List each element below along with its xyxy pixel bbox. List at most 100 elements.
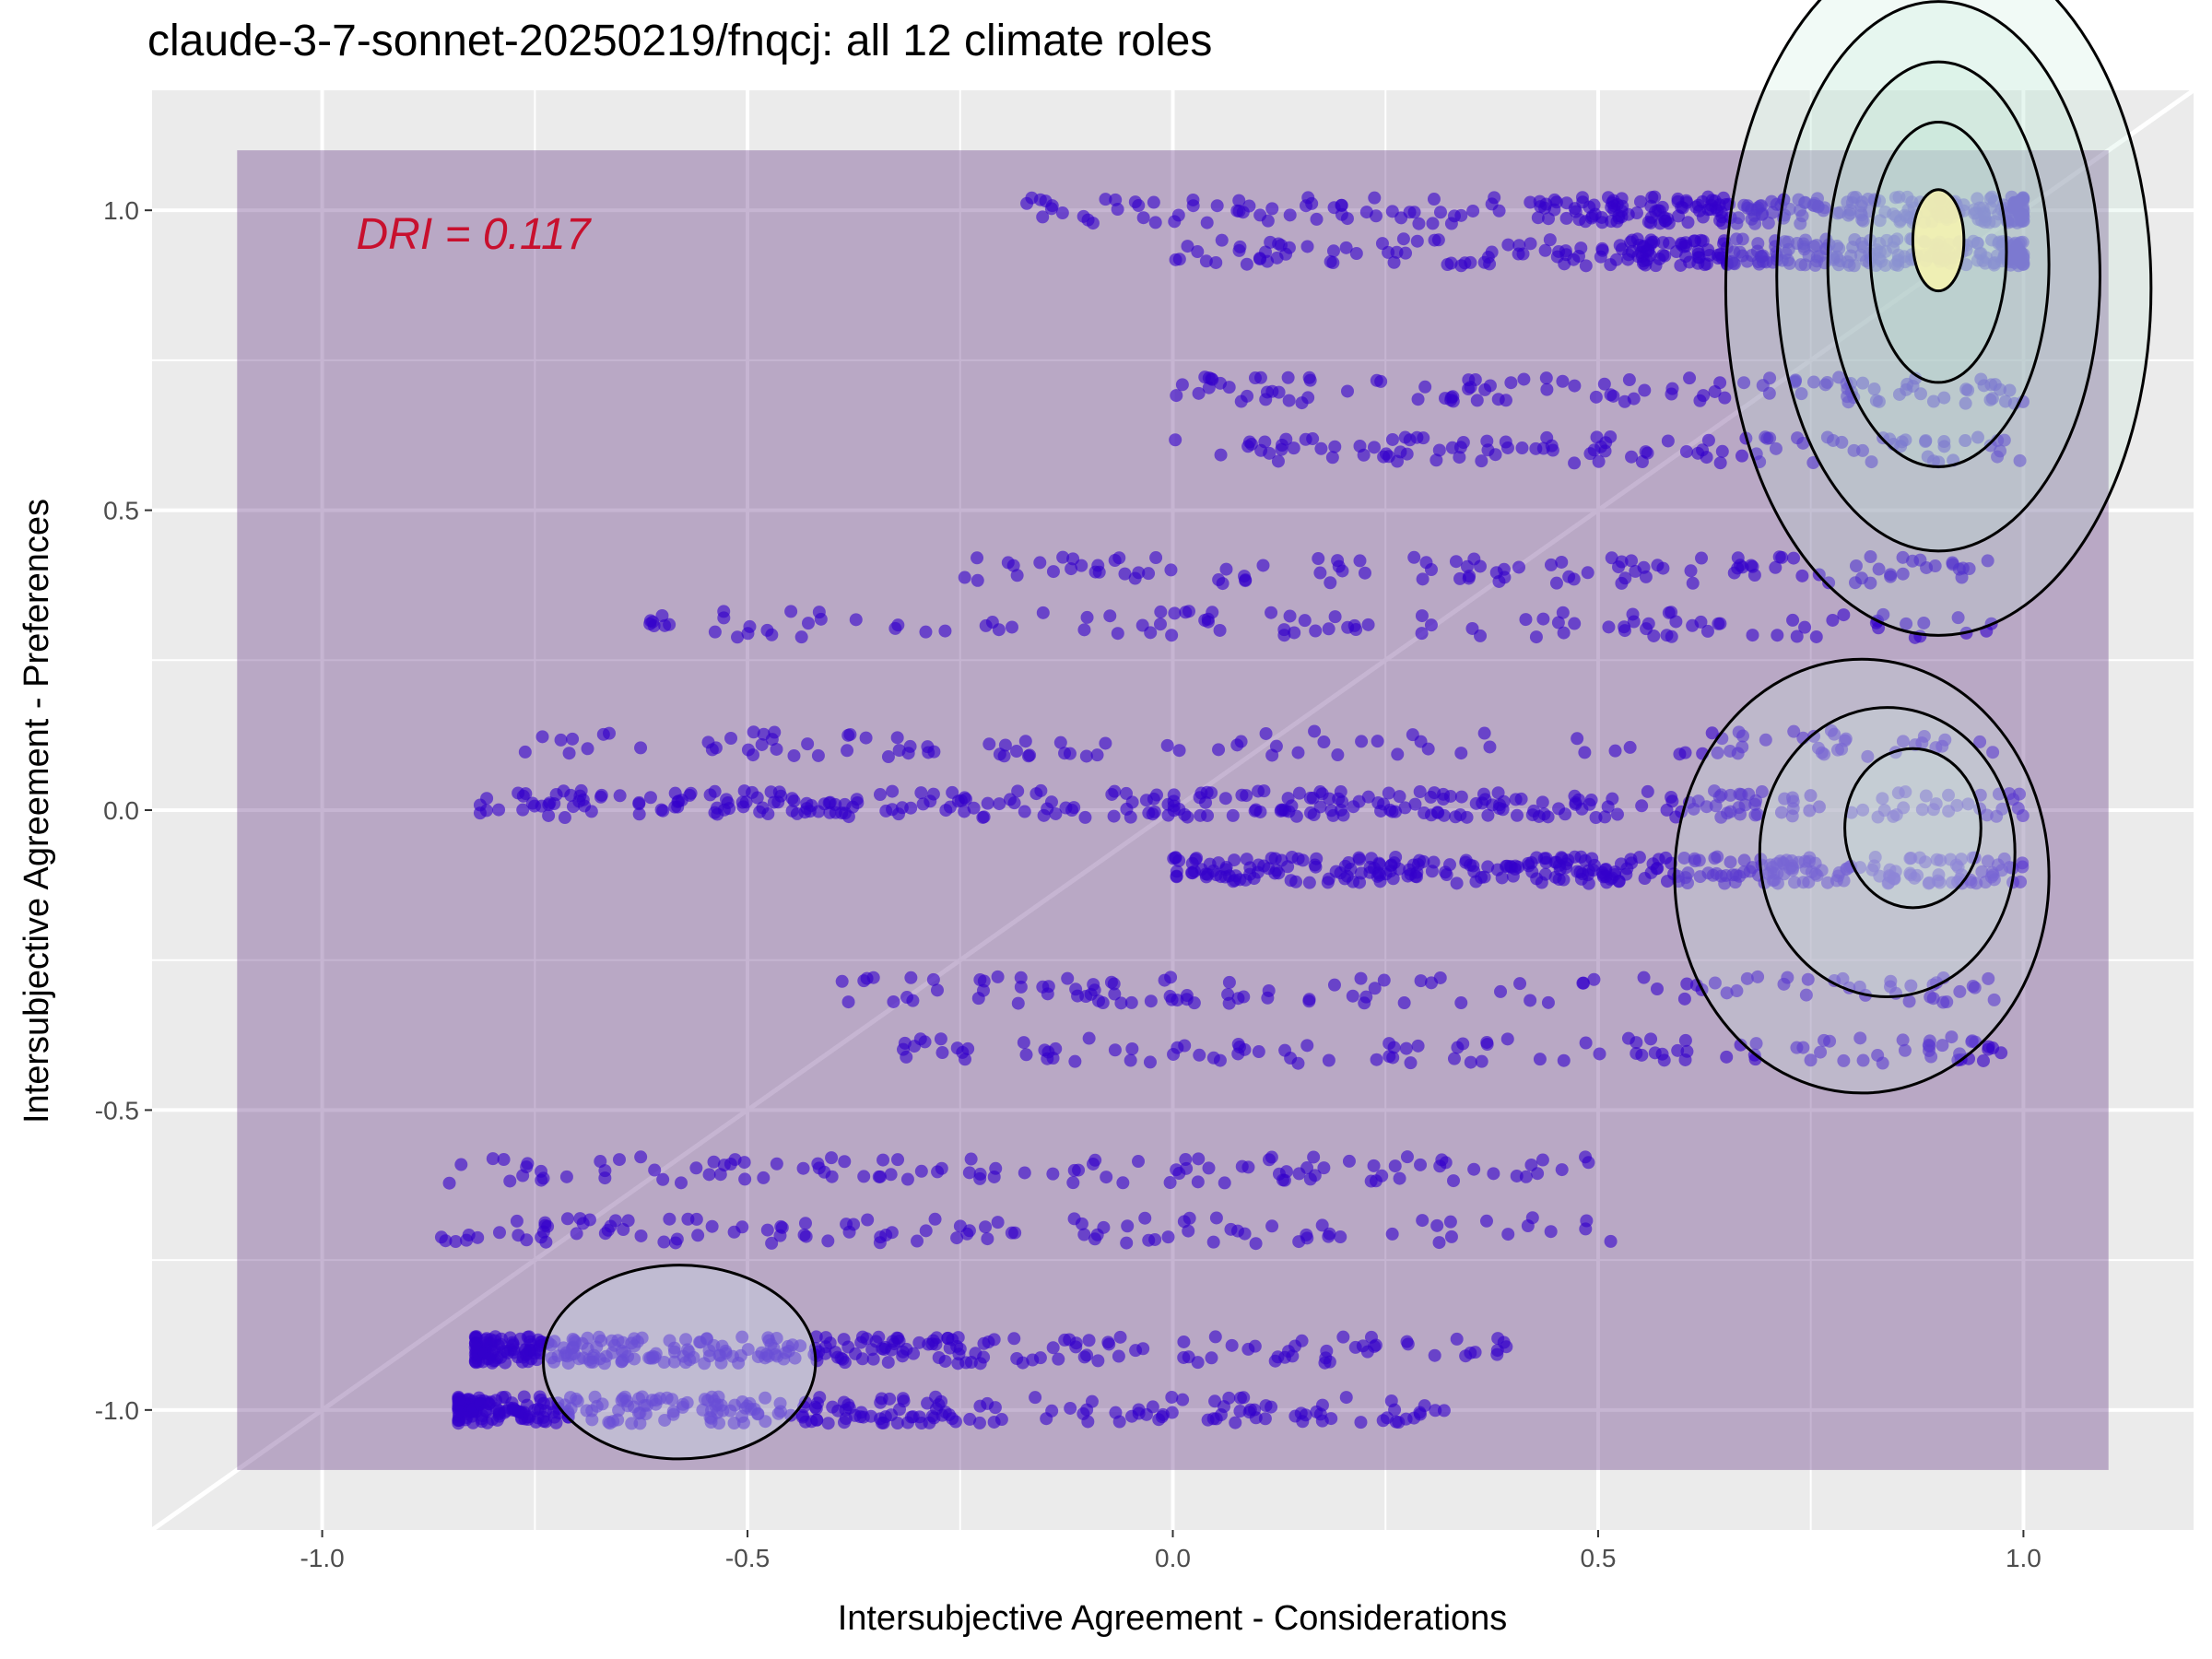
data-point [1108,1043,1122,1057]
data-point [1209,255,1223,269]
data-point [1285,850,1299,864]
data-point [1147,195,1160,209]
data-point [927,1411,941,1425]
data-point [1524,1158,1538,1171]
data-point [473,798,487,812]
data-point [1453,451,1466,465]
data-point [866,971,880,984]
data-point [886,784,900,798]
data-point [1014,971,1028,984]
data-point [1218,1176,1231,1190]
data-point [908,1040,922,1053]
data-point [558,811,571,825]
data-point [1100,1171,1113,1184]
data-point [737,1156,751,1170]
data-point [1788,374,1802,388]
data-point [1242,199,1256,213]
data-point [1170,389,1183,403]
data-point [1951,611,1965,625]
data-point [1167,799,1181,813]
data-point [1442,858,1456,872]
data-point [900,1050,913,1064]
data-point [1913,387,1927,401]
data-point [1425,865,1439,878]
data-point [1717,191,1731,205]
data-point [478,1403,492,1417]
data-point [1191,1356,1205,1370]
data-point [714,1398,728,1412]
data-point [1447,209,1461,223]
data-point [1746,629,1759,642]
data-point [1265,1219,1279,1233]
data-point [1368,191,1382,205]
data-point [1424,790,1438,804]
data-point [1555,1163,1569,1177]
data-point [1609,253,1623,266]
data-point [1547,203,1561,217]
data-point [1525,1211,1539,1225]
data-point [1823,1034,1837,1048]
data-point [1036,606,1050,619]
data-point [1049,1041,1063,1055]
data-point [875,1392,888,1406]
data-point [1630,1036,1643,1050]
data-point [1219,861,1233,875]
data-point [1388,1159,1402,1173]
data-point [1124,995,1138,1009]
data-point [1818,378,1832,392]
data-point [1235,788,1249,802]
data-point [767,1341,781,1355]
data-point [1809,629,1823,643]
data-point [1981,554,1994,568]
data-point [811,1157,825,1171]
data-point [973,1171,987,1185]
data-point [1163,1176,1177,1190]
data-point [991,970,1005,983]
data-point [1346,989,1359,1003]
data-point [1638,383,1652,397]
data-point [890,731,904,745]
data-point [1770,857,1783,871]
data-point [1806,240,1820,253]
data-point [1896,735,1910,748]
data-point [1610,807,1624,821]
data-point [1917,616,1931,629]
data-point [1036,210,1050,224]
x-tick-label: -1.0 [300,1544,344,1572]
data-point [1837,1053,1851,1067]
data-point [1557,873,1571,887]
data-point [1148,1232,1162,1246]
data-point [728,1398,742,1412]
data-point [1496,803,1510,817]
data-point [510,1214,524,1228]
data-point [1053,735,1067,749]
data-point [1478,382,1492,396]
y-tick-label: -1.0 [95,1396,139,1425]
data-point [765,1236,779,1250]
data-point [1926,992,1940,1006]
data-point [1955,571,1969,584]
data-point [1844,806,1858,819]
data-point [765,628,779,641]
data-point [666,1407,680,1421]
data-point [1077,1228,1091,1241]
data-point [1080,610,1094,624]
data-point [1191,1175,1205,1189]
data-point [1798,620,1812,634]
data-point [1640,622,1653,636]
data-point [861,1213,875,1227]
data-point [1485,245,1499,259]
data-point [1165,1390,1179,1404]
data-point [1021,749,1035,763]
data-point [1101,1335,1115,1349]
data-point [1256,559,1270,572]
data-point [1872,562,1886,576]
data-point [1753,199,1767,213]
data-point [1568,379,1582,393]
data-point [874,1170,888,1183]
data-point [1301,191,1315,205]
data-point [1078,810,1092,824]
data-point [1491,786,1505,800]
data-point [1432,443,1446,457]
data-point [1671,1043,1685,1057]
